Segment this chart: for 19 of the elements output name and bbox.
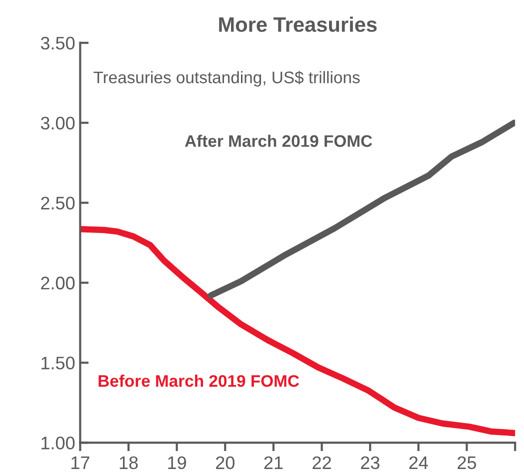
y-tick-label: 1.00 (42, 436, 75, 450)
x-tick-label: 17 (72, 456, 90, 469)
x-tick-label: 22 (312, 456, 331, 469)
y-tick-label: 2.00 (41, 276, 75, 290)
text: After March 2019 FOMC (184, 134, 372, 147)
x-tick-label: 21 (264, 456, 283, 469)
x-tick-label: 20 (216, 456, 234, 470)
y-tick-label: 2.50 (41, 196, 75, 210)
chart-title: More Treasuries (219, 16, 377, 32)
x-tick-label: 18 (120, 456, 138, 470)
y-tick-label: 3.50 (40, 36, 75, 50)
y-tick-label: 1.50 (42, 356, 75, 370)
x-tick-label: 25 (458, 456, 476, 470)
x-tick-label: 19 (168, 456, 186, 470)
series-label: Before March 2019 FOMC (98, 374, 300, 387)
x-tick-label: 23 (360, 456, 380, 470)
y-tick-label: 3.00 (40, 116, 75, 130)
x-tick-label: 24 (409, 456, 428, 469)
text: Treasuries outstanding, US$ trillions (94, 70, 360, 87)
